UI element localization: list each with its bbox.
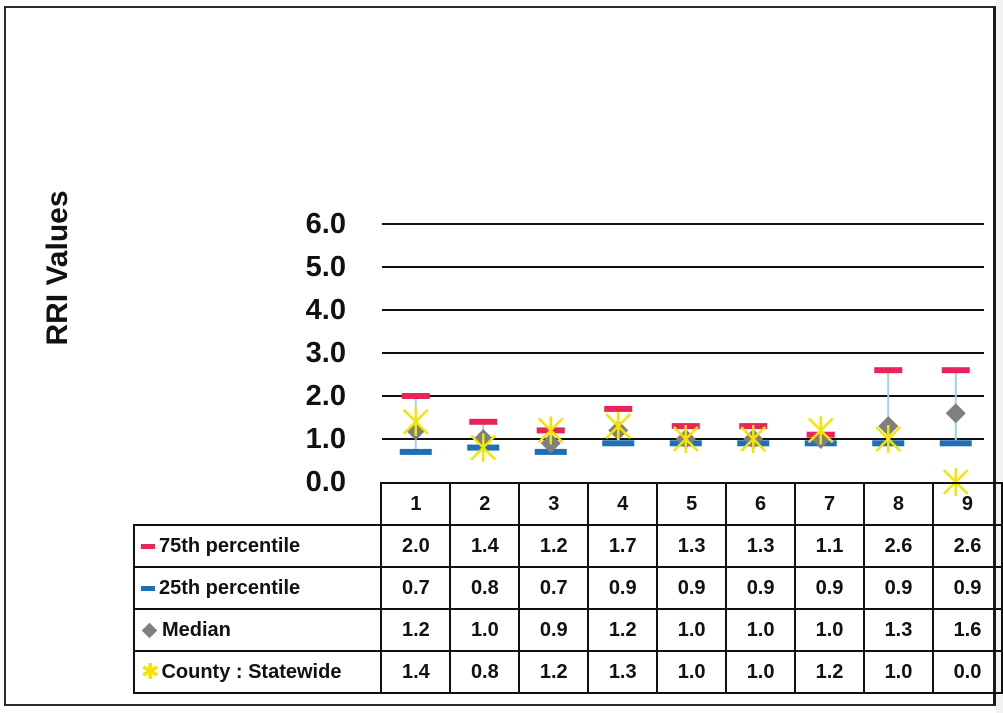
data-label: 1.3 [587,650,659,694]
marker-75th-percentile [401,393,430,399]
data-label: 0.9 [725,566,797,610]
y-tick-label: 2.0 [305,380,346,412]
marker-75th-percentile [604,405,633,412]
data-label: 1.4 [449,524,521,568]
y-tick-label: 5.0 [305,251,346,283]
data-label: 1.0 [449,608,521,652]
data-label: 0.9 [656,566,728,610]
y-tick-label: 3.0 [305,337,346,369]
data-label: 1.0 [725,608,797,652]
data-label: 2.6 [931,524,1003,568]
legend-label: 75th percentile [159,534,301,557]
marker-county-statewide [672,425,699,453]
data-label: 0.7 [518,566,590,610]
data-label: 1.0 [656,608,728,652]
data-label: 1.3 [725,524,797,568]
table-row: 75th percentile 2.0 1.4 1.2 1.7 1.3 1.3 1.1 2.6 2… [132,524,1003,568]
marker-25th-percentile [602,440,635,447]
data-label: 1.0 [656,650,728,694]
data-label: 1.4 [380,650,452,694]
table-row: ✱ County : Statewide 1.4 0.8 1.2 1.3 1.0 1.0 1.2… [132,650,1003,694]
y-tick-label: 4.0 [305,294,346,326]
table-row: Median 1.2 1.0 0.9 1.2 1.0 1.0 1.0 1.3 1.6 [132,608,1003,652]
category-label: 3 [518,482,590,526]
category-label: 9 [931,482,1003,526]
marker-county-statewide [537,416,564,445]
marker-25th-percentile [939,440,972,447]
data-label: 0.9 [863,566,934,610]
data-label: 0.8 [449,650,521,694]
data-label: 0.9 [931,566,1003,610]
data-label: 1.2 [518,650,590,694]
marker-median [945,403,966,424]
legend-entry: 75th percentile [132,524,383,568]
data-label: 2.6 [863,524,934,568]
data-label: 1.6 [931,608,1003,652]
category-label: 8 [863,482,934,526]
category-label: 2 [449,482,521,526]
data-label: 0.9 [794,566,865,610]
marker-75th-percentile [469,418,498,425]
data-label: 0.7 [380,566,452,610]
data-label: 1.1 [794,524,865,568]
data-label: 1.2 [587,608,659,652]
data-label: 0.0 [931,650,1003,694]
legend-dash-icon [141,585,155,591]
y-tick-label: 6.0 [305,208,346,240]
data-label: 1.7 [587,524,659,568]
chart-frame [4,6,996,706]
data-label: 1.3 [863,608,934,652]
marker-county-statewide [875,425,902,453]
marker-county-statewide [605,412,632,441]
category-label: 6 [725,482,797,526]
category-label: 4 [587,482,659,526]
data-label: 2.0 [380,524,452,568]
marker-county-statewide [402,407,429,436]
marker-county-statewide [470,433,497,462]
legend-label: Median [162,618,231,641]
data-label: 1.3 [656,524,728,568]
marker-25th-percentile [399,448,432,455]
data-label: 0.9 [587,566,659,610]
legend-entry: 25th percentile [132,566,383,610]
legend-label: 25th percentile [159,576,301,599]
y-tick-label: 1.0 [305,423,346,455]
category-label: 5 [656,482,728,526]
legend-entry: ✱ County : Statewide [132,650,383,694]
y-tick-label: 0.0 [305,466,346,498]
marker-county-statewide [740,425,767,453]
legend-label: County : Statewide [161,660,342,683]
data-table: 1 2 3 4 5 6 7 8 9 75th percentile 2.0 1.4 1.2 1.7 1.3 1… [132,482,1003,694]
category-label: 1 [380,482,452,526]
data-label: 0.9 [518,608,590,652]
data-label: 1.0 [725,650,797,694]
legend-star-icon: ✱ [141,659,160,685]
marker-75th-percentile [941,367,970,374]
table-corner [134,483,381,525]
data-label: 1.2 [518,524,590,568]
marker-county-statewide [807,416,834,445]
category-label: 7 [794,482,865,526]
data-label: 1.2 [794,650,865,694]
data-label: 1.0 [794,608,865,652]
legend-diamond-icon [141,622,158,638]
table-row: 25th percentile 0.7 0.8 0.7 0.9 0.9 0.9 0.9 0.9 0… [132,566,1003,610]
legend-entry: Median [132,608,383,652]
data-label: 1.0 [863,650,934,694]
data-label: 0.8 [449,566,521,610]
marker-75th-percentile [874,367,903,374]
data-label: 1.2 [380,608,452,652]
page-edge [996,0,1003,713]
legend-dash-icon [141,543,155,549]
